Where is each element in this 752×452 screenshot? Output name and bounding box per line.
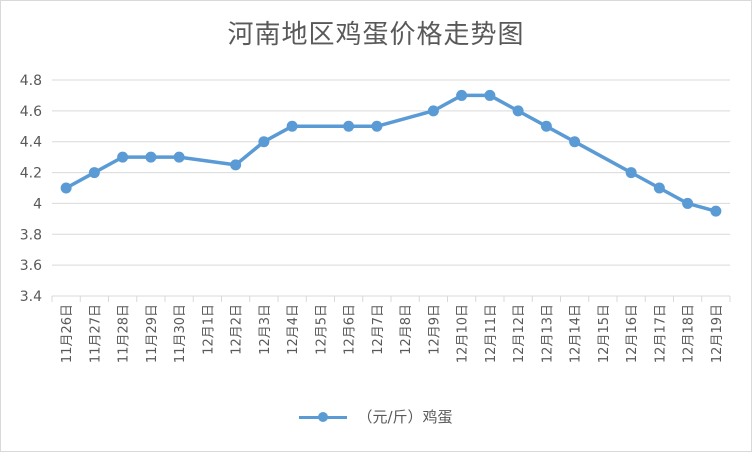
x-tick-label: 12月8日 <box>399 304 414 355</box>
y-tick-label: 3.6 <box>20 258 42 274</box>
y-tick-label: 3.4 <box>20 289 42 305</box>
data-point <box>540 120 552 132</box>
x-tick-label: 12月7日 <box>371 304 386 355</box>
x-tick-label: 12月6日 <box>343 304 358 355</box>
chart-title: 河南地区鸡蛋价格走势图 <box>227 20 525 50</box>
legend-label: （元/斤）鸡蛋 <box>357 408 453 426</box>
data-point <box>60 182 72 194</box>
data-point <box>230 159 242 171</box>
x-tick-label: 12月2日 <box>230 304 245 355</box>
x-tick-label: 12月3日 <box>258 304 273 355</box>
x-tick-label: 12月14日 <box>569 304 584 363</box>
data-point <box>625 167 637 179</box>
data-point <box>258 136 270 148</box>
x-tick-label: 12月5日 <box>314 304 329 355</box>
data-point <box>88 167 100 179</box>
y-tick-label: 4.4 <box>20 135 42 151</box>
data-point <box>427 105 439 117</box>
data-point <box>456 89 468 101</box>
y-tick-label: 3.8 <box>20 227 42 243</box>
x-tick-label: 12月18日 <box>682 304 697 363</box>
x-tick-label: 12月9日 <box>427 304 442 355</box>
x-tick-label: 12月11日 <box>484 304 499 363</box>
data-point <box>286 120 298 132</box>
x-tick-label: 11月28日 <box>117 304 132 363</box>
data-point <box>569 136 581 148</box>
x-tick-label: 11月27日 <box>88 304 103 363</box>
data-point <box>117 151 129 163</box>
x-tick-label: 12月17日 <box>653 304 668 363</box>
x-tick-label: 11月29日 <box>145 304 160 363</box>
x-tick-label: 11月30日 <box>173 304 188 363</box>
data-point <box>371 120 383 132</box>
x-tick-label: 12月16日 <box>625 304 640 363</box>
y-tick-label: 4.8 <box>20 73 42 89</box>
data-point <box>343 120 355 132</box>
data-point <box>145 151 157 163</box>
x-tick-label: 12月19日 <box>710 304 725 363</box>
x-tick-label: 12月4日 <box>286 304 301 355</box>
data-point <box>484 89 496 101</box>
x-tick-label: 12月15日 <box>597 304 612 363</box>
data-point <box>653 182 665 194</box>
x-tick-label: 12月1日 <box>201 304 216 355</box>
y-tick-label: 4.6 <box>20 104 42 120</box>
chart-legend: （元/斤）鸡蛋 <box>0 406 752 428</box>
x-tick-label: 12月10日 <box>456 304 471 363</box>
x-tick-label: 12月12日 <box>512 304 527 363</box>
x-tick-label: 11月26日 <box>60 304 75 363</box>
data-point <box>710 205 722 217</box>
data-point <box>682 197 694 209</box>
series-line <box>64 93 718 213</box>
data-point <box>173 151 185 163</box>
legend-marker-icon <box>299 410 348 424</box>
y-tick-label: 4 <box>33 196 42 212</box>
y-tick-label: 4.2 <box>20 166 42 182</box>
data-point <box>512 105 524 117</box>
x-tick-label: 12月13日 <box>540 304 555 363</box>
